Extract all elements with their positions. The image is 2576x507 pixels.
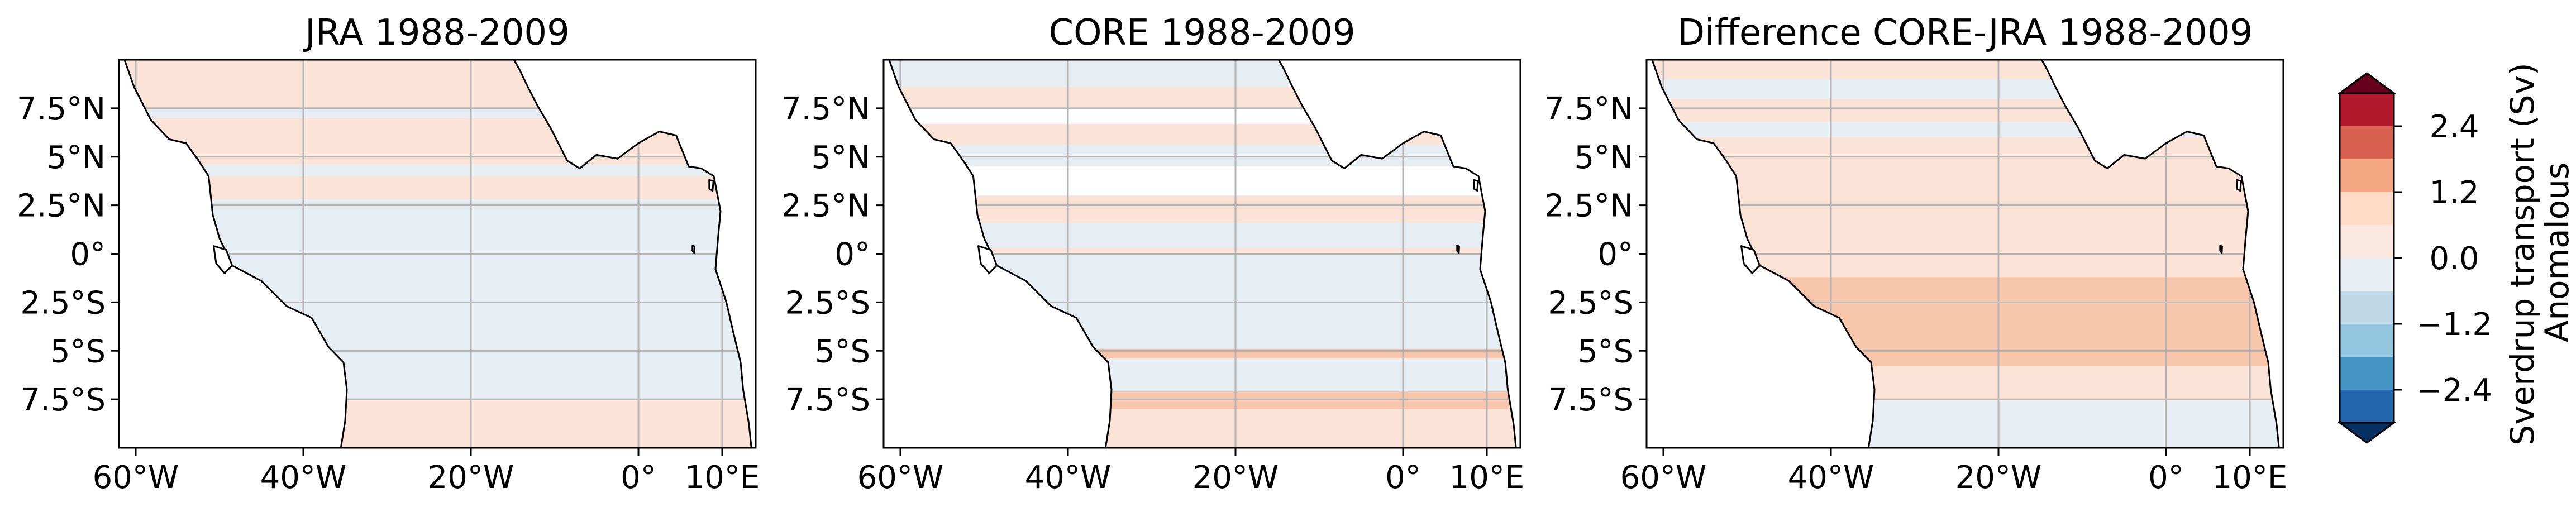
colorbar: 2.4 1.2 0.0 −1.2 −2.4 Anomalous Sverdrup tra… [2337,63,2576,446]
axis-ticks: 60°W 40°W 20°W 0° 10°E 7.5°N 5°N 2.5°N 0° 2.5°S 5°… [1544,91,2287,496]
colorbar-segment [2340,159,2394,192]
sao-tome-island [691,245,695,254]
y-tick-label: 5°S [815,333,870,370]
y-tick-label: 5°S [1578,333,1633,370]
y-tick-label: 5°N [46,140,106,176]
x-tick-label: 0° [1385,460,1421,496]
land-layer [119,60,756,448]
colorbar-tick-label: −2.4 [2416,372,2492,409]
south-america-coastline [1647,60,1876,448]
sao-tome-island [1456,245,1460,254]
y-tick-label: 2.5°S [785,285,870,321]
y-tick-label: 5°N [811,140,870,176]
y-tick-label: 2.5°N [781,188,870,224]
x-tick-label: 60°W [1620,460,1707,496]
colorbar-extend-max [2337,72,2397,94]
x-tick-label: 40°W [1025,460,1112,496]
bioko-island [1473,179,1479,192]
colorbar-segment [2340,357,2394,390]
x-tick-label: 10°E [685,460,760,496]
y-tick-label: 7.5°S [20,382,106,418]
south-america-coastline [884,60,1113,448]
y-tick-label: 0° [834,237,870,273]
x-tick-label: 20°W [1192,460,1279,496]
y-tick-label: 2.5°S [1548,285,1633,321]
x-tick-label: 40°W [1788,460,1874,496]
x-tick-label: 0° [2148,460,2184,496]
map-panel-difference: Difference CORE-JRA 1988-2009 60°W 40°W 20… [1544,12,2287,496]
y-tick-label: 5°S [50,333,106,370]
y-tick-label: 7.5°N [781,91,870,127]
colorbar-segment [2340,225,2394,258]
y-tick-label: 2.5°S [20,285,106,321]
africa-coastline [2040,60,2283,448]
africa-coastline [513,60,756,448]
y-tick-label: 7.5°S [785,382,870,418]
y-tick-label: 0° [70,237,106,273]
field-band [119,176,756,200]
africa-coastline [1277,60,1520,448]
colorbar-label-line1: Anomalous [2538,162,2576,343]
colorbar-segment [2340,126,2394,159]
x-tick-label: 60°W [857,460,944,496]
x-tick-label: 20°W [1955,460,2042,496]
sao-tome-island [2219,245,2223,254]
panel-title: Difference CORE-JRA 1988-2009 [1677,12,2253,54]
colorbar-segment [2340,93,2394,126]
bioko-island [708,179,714,192]
colorbar-extend-min [2337,422,2397,444]
y-tick-label: 7.5°S [1548,382,1633,418]
field-band [884,145,1520,167]
x-tick-label: 60°W [93,460,179,496]
south-america-coastline [119,60,348,448]
marajo-island [1740,245,1761,274]
x-tick-label: 10°E [2212,460,2288,496]
bioko-island [2236,179,2242,192]
field-band [119,164,756,176]
colorbar-segment [2340,192,2394,225]
panel-title: JRA 1988-2009 [303,12,570,54]
colorbar-tick-label: 1.2 [2429,175,2479,211]
x-tick-label: 0° [621,460,656,496]
axis-ticks: 60°W 40°W 20°W 0° 10°E 7.5°N 5°N 2.5°N 0° 2.5°S 5°… [781,91,1524,496]
x-tick-label: 10°E [1449,460,1525,496]
colorbar-segment [2340,390,2394,423]
colorbar-tick-label: 2.4 [2429,109,2479,145]
colorbar-label-line2: Sverdrup transport (Sv) [2503,63,2541,445]
x-tick-label: 20°W [428,460,514,496]
colorbar-segment [2340,291,2394,324]
map-panel-jra: JRA 1988-2009 60°W 40°W 20°W 0° 10°E 7.5°N 5°N… [17,12,760,496]
y-tick-label: 2.5°N [17,188,106,224]
colorbar-segment [2340,324,2394,357]
land-layer [1647,60,2283,448]
map-panel-core: CORE 1988-2009 60°W 40°W 20°W 0° 10°E 7.5°N 5°… [781,12,1524,496]
x-tick-label: 40°W [260,460,347,496]
y-tick-label: 7.5°N [1544,91,1633,127]
colorbar-ticks: 2.4 1.2 0.0 −1.2 −2.4 [2394,109,2492,409]
colorbar-tick-label: 0.0 [2429,241,2479,277]
marajo-island [213,245,233,274]
axis-ticks: 60°W 40°W 20°W 0° 10°E 7.5°N 5°N 2.5°N 0° 2.5°S 5°… [17,91,760,496]
y-tick-label: 2.5°N [1544,188,1633,224]
colorbar-segment [2340,258,2394,291]
land-layer [884,60,1520,448]
marajo-island [977,245,998,274]
colorbar-tick-label: −1.2 [2416,307,2492,343]
field-band [884,222,1520,248]
colorbar-segments [2337,72,2397,444]
y-tick-label: 0° [1597,237,1633,273]
panel-title: CORE 1988-2009 [1048,12,1355,54]
y-tick-label: 7.5°N [17,91,106,127]
y-tick-label: 5°N [1574,140,1633,176]
